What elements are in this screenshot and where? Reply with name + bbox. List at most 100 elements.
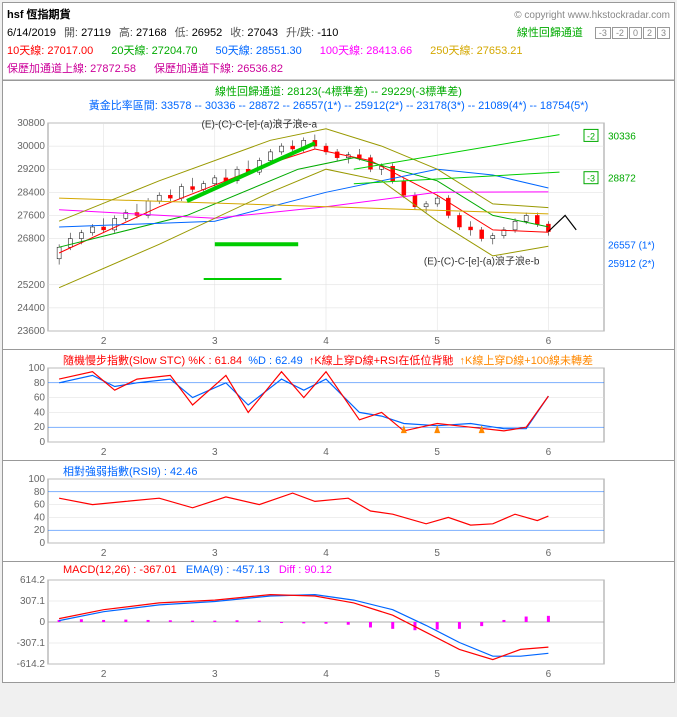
svg-text:(E)-(C)-C-[e]-(a)浪子浪e-a: (E)-(C)-C-[e]-(a)浪子浪e-a xyxy=(202,117,318,130)
lr-button[interactable]: 2 xyxy=(643,27,656,39)
stc-panel: 隨機慢步指數(Slow STC) %K : 61.84 %D : 62.49 ↑… xyxy=(3,349,674,460)
svg-text:100: 100 xyxy=(28,474,45,485)
stc-k-lbl: %K : xyxy=(188,355,211,367)
main-chart-svg: 線性回歸通道: 28123(-4標準差) -- 29229(-3標準差)黃金比率… xyxy=(3,81,674,349)
svg-text:6: 6 xyxy=(546,669,552,680)
stc-sig1: K線上穿D線+RSI在低位背馳 xyxy=(314,355,453,367)
svg-text:2: 2 xyxy=(101,447,107,458)
svg-text:5: 5 xyxy=(434,447,440,458)
svg-text:0: 0 xyxy=(39,538,45,549)
svg-text:307.1: 307.1 xyxy=(20,596,45,607)
sma50-lbl: 50天線: xyxy=(216,45,253,57)
svg-text:60: 60 xyxy=(34,393,46,404)
lr-button[interactable]: -3 xyxy=(595,27,611,39)
svg-text:4: 4 xyxy=(323,447,329,458)
svg-text:5: 5 xyxy=(434,336,440,347)
boll-l-val: 26536.82 xyxy=(237,63,283,75)
svg-text:6: 6 xyxy=(546,336,552,347)
sma10-val: 27017.00 xyxy=(47,45,93,57)
svg-text:3: 3 xyxy=(212,548,218,559)
svg-text:6: 6 xyxy=(546,447,552,458)
lr-label: 線性回歸通道 xyxy=(517,24,583,40)
svg-text:28400: 28400 xyxy=(17,187,45,198)
svg-text:614.2: 614.2 xyxy=(20,575,45,586)
svg-text:5: 5 xyxy=(434,669,440,680)
svg-text:4: 4 xyxy=(323,336,329,347)
lr-button[interactable]: 0 xyxy=(629,27,642,39)
svg-text:28872: 28872 xyxy=(608,174,636,185)
svg-text:30336: 30336 xyxy=(608,131,636,142)
sma100-val: 28413.66 xyxy=(366,45,412,57)
svg-text:4: 4 xyxy=(323,548,329,559)
low-lbl: 低: xyxy=(175,27,189,39)
svg-text:4: 4 xyxy=(323,669,329,680)
svg-text:黃金比率區間: 33578 -- 30336 -- 2887: 黃金比率區間: 33578 -- 30336 -- 28872 -- 26557… xyxy=(89,98,589,112)
rsi-title: 相對強弱指數(RSI9) : xyxy=(63,466,167,478)
high-lbl: 高: xyxy=(119,27,133,39)
svg-text:0: 0 xyxy=(39,617,45,628)
svg-text:-614.2: -614.2 xyxy=(17,659,46,670)
high-val: 27168 xyxy=(136,27,167,39)
svg-text:25200: 25200 xyxy=(17,280,45,291)
svg-text:26800: 26800 xyxy=(17,234,45,245)
stc-k-val: 61.84 xyxy=(215,355,243,367)
sma20-val: 27204.70 xyxy=(152,45,198,57)
svg-text:5: 5 xyxy=(434,548,440,559)
lr-buttons: -3-2023 xyxy=(595,27,670,39)
sma250-lbl: 250天線: xyxy=(430,45,473,57)
sma10-lbl: 10天線: xyxy=(7,45,44,57)
macd-ema-val: -457.13 xyxy=(232,564,269,576)
svg-text:29200: 29200 xyxy=(17,164,45,175)
macd-header: MACD(12,26) : -367.01 EMA(9) : -457.13 D… xyxy=(63,564,332,576)
svg-text:60: 60 xyxy=(34,500,46,511)
svg-text:6: 6 xyxy=(546,548,552,559)
svg-text:26557 (1*): 26557 (1*) xyxy=(608,241,655,252)
svg-text:100: 100 xyxy=(28,363,45,374)
svg-text:(E)-(C)-C-[e]-(a)浪子浪e-b: (E)-(C)-C-[e]-(a)浪子浪e-b xyxy=(424,255,540,268)
low-val: 26952 xyxy=(192,27,223,39)
sma250-val: 27653.21 xyxy=(477,45,523,57)
chart-header: hsf 恆指期貨 © copyright www.hkstockradar.co… xyxy=(3,3,674,80)
boll-u-val: 27872.58 xyxy=(90,63,136,75)
svg-text:30800: 30800 xyxy=(17,118,45,129)
svg-text:25912 (2*): 25912 (2*) xyxy=(608,259,655,270)
svg-text:-2: -2 xyxy=(587,131,595,141)
rsi-val: 42.46 xyxy=(170,466,198,478)
macd-title: MACD(12,26) : xyxy=(63,564,136,576)
date-value: 6/14/2019 xyxy=(7,27,56,39)
svg-text:3: 3 xyxy=(212,336,218,347)
sma100-lbl: 100天線: xyxy=(320,45,363,57)
macd-diff-val: 90.12 xyxy=(304,564,332,576)
svg-text:2: 2 xyxy=(101,669,107,680)
svg-text:3: 3 xyxy=(212,669,218,680)
sma50-val: 28551.30 xyxy=(256,45,302,57)
main-price-panel: 線性回歸通道: 28123(-4標準差) -- 29229(-3標準差)黃金比率… xyxy=(3,80,674,349)
chg-val: -110 xyxy=(317,27,338,39)
boll-u-lbl: 保歷加通道上線: xyxy=(7,63,87,75)
svg-text:27600: 27600 xyxy=(17,210,45,221)
svg-text:80: 80 xyxy=(34,378,46,389)
svg-text:3: 3 xyxy=(212,447,218,458)
symbol-title: hsf 恆指期貨 xyxy=(7,6,71,22)
lr-button[interactable]: 3 xyxy=(657,27,670,39)
sma20-lbl: 20天線: xyxy=(111,45,148,57)
lr-button[interactable]: -2 xyxy=(612,27,628,39)
macd-panel: MACD(12,26) : -367.01 EMA(9) : -457.13 D… xyxy=(3,561,674,682)
stc-header: 隨機慢步指數(Slow STC) %K : 61.84 %D : 62.49 ↑… xyxy=(63,352,593,368)
svg-text:30000: 30000 xyxy=(17,141,45,152)
svg-text:-307.1: -307.1 xyxy=(17,638,46,649)
svg-text:20: 20 xyxy=(34,525,46,536)
rsi-header: 相對強弱指數(RSI9) : 42.46 xyxy=(63,463,198,479)
svg-text:2: 2 xyxy=(101,548,107,559)
svg-text:40: 40 xyxy=(34,512,46,523)
chart-container: hsf 恆指期貨 © copyright www.hkstockradar.co… xyxy=(2,2,675,683)
macd-diff-lbl: Diff : xyxy=(279,564,301,576)
close-val: 27043 xyxy=(247,27,278,39)
macd-ema-lbl: EMA(9) : xyxy=(186,564,229,576)
macd-val: -367.01 xyxy=(139,564,176,576)
svg-text:23600: 23600 xyxy=(17,326,45,337)
svg-text:24400: 24400 xyxy=(17,303,45,314)
svg-text:80: 80 xyxy=(34,487,46,498)
copyright-text: © copyright www.hkstockradar.com xyxy=(514,10,670,21)
close-lbl: 收: xyxy=(230,27,244,39)
